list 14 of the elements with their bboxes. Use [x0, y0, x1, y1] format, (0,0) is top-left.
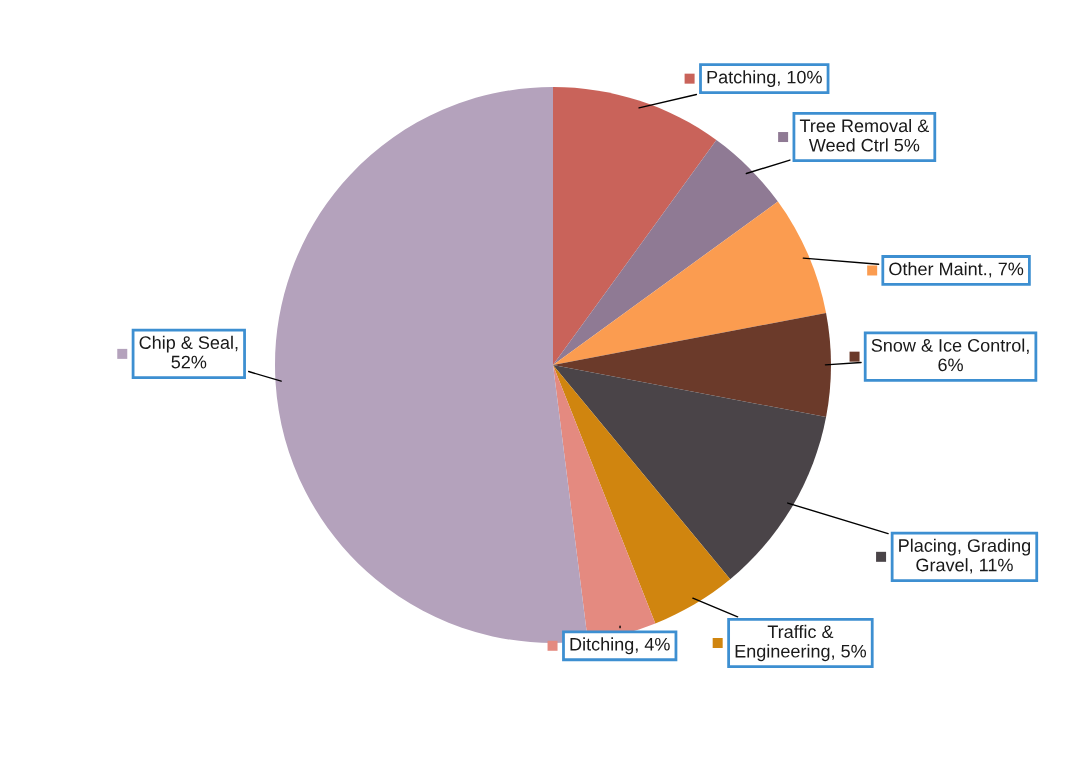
legend-label: Other Maint., 7% [889, 262, 1024, 278]
legend-label: Ditching, 4% [570, 637, 670, 655]
legend-label: Tree Removal & Weed Ctrl 5% [799, 118, 929, 152]
slice-label: Traffic & Engineering, 5% [735, 624, 867, 662]
pie-slice [553, 365, 827, 580]
pie-slice [553, 365, 731, 624]
legend-label: Chip & Seal, 52% [139, 335, 238, 369]
pie-slice [553, 140, 778, 365]
legend-label: Patching, 10% [707, 70, 822, 88]
pie-slice [553, 201, 827, 365]
pie-slice [553, 312, 831, 418]
legend-label: Placing, Grading Gravel, 11% [899, 538, 1031, 574]
pie-slice [553, 87, 717, 365]
legend-label: Snow & Ice Control, 6% [871, 338, 1029, 372]
